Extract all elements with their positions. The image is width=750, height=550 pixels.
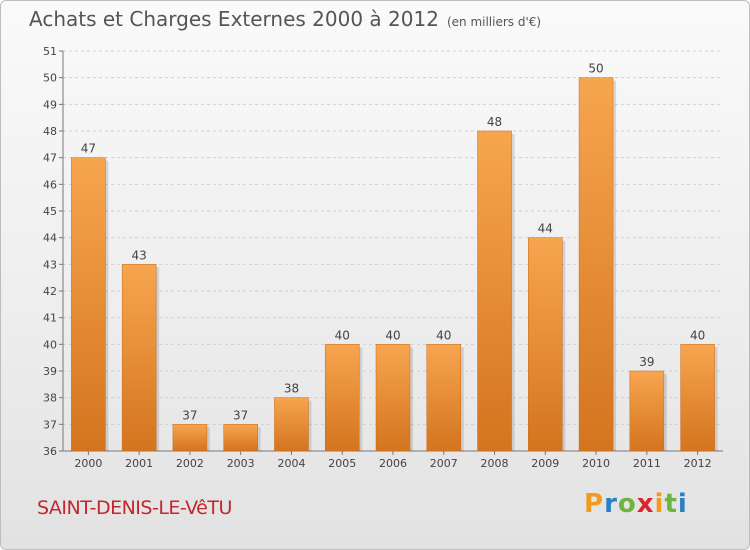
x-tick-label: 2005 [328, 457, 356, 470]
chart-subtitle: (en milliers d'€) [446, 15, 542, 29]
chart-title-text: Achats et Charges Externes 2000 à 2012 [29, 7, 439, 31]
x-tick-label: 2003 [227, 457, 255, 470]
x-tick-label: 2010 [582, 457, 610, 470]
data-label: 44 [538, 222, 553, 236]
bar-2003 [223, 424, 258, 452]
logo-letter: i [677, 489, 688, 519]
logo-letter: i [654, 489, 665, 519]
data-label: 50 [588, 62, 603, 76]
bar-2008 [477, 130, 512, 452]
data-label: 43 [132, 248, 147, 262]
x-tick-label: 2012 [684, 457, 712, 470]
data-label: 38 [284, 382, 299, 396]
logo-letter: r [604, 489, 618, 519]
bar-2011 [629, 370, 665, 452]
bar-2005 [324, 344, 360, 452]
data-label: 40 [690, 328, 705, 342]
bar-2002 [172, 424, 208, 452]
bar-2001 [121, 264, 157, 452]
bar-2004 [274, 397, 309, 452]
y-tick-label: 40 [43, 338, 57, 351]
logo-letter: x [636, 489, 655, 519]
bar-2007 [426, 344, 462, 452]
data-label: 48 [487, 115, 502, 129]
x-tick-label: 2007 [430, 457, 458, 470]
x-tick-label: 2002 [176, 457, 204, 470]
x-tick-label: 2001 [125, 457, 153, 470]
x-tick-label: 2000 [74, 457, 102, 470]
chart-title: Achats et Charges Externes 2000 à 2012 (e… [29, 7, 541, 31]
y-tick-label: 51 [43, 45, 57, 58]
y-tick-label: 49 [43, 98, 57, 111]
y-tick-label: 41 [43, 312, 57, 325]
bar-2009 [528, 237, 563, 452]
data-label: 37 [233, 408, 248, 422]
data-label: 40 [385, 328, 400, 342]
bar-2012 [680, 344, 715, 452]
y-tick-label: 39 [43, 365, 57, 378]
bar-2010 [578, 77, 614, 452]
data-label: 40 [335, 328, 350, 342]
x-tick-label: 2011 [633, 457, 661, 470]
x-tick-label: 2006 [379, 457, 407, 470]
y-tick-label: 47 [43, 152, 57, 165]
y-tick-label: 48 [43, 125, 57, 138]
x-tick-label: 2004 [277, 457, 305, 470]
labels: 36 37 38 39 40 41 42 43 44 45 46 47 48 49 50 51 47 2000 43… [43, 45, 712, 470]
x-tick-label: 2008 [481, 457, 509, 470]
bar-2006 [375, 344, 411, 452]
y-tick-label: 42 [43, 285, 57, 298]
y-tick-label: 46 [43, 178, 57, 191]
commune-name: SAINT-DENIS-LE-VêTU [37, 497, 232, 519]
y-tick-label: 36 [43, 445, 57, 458]
y-tick-label: 43 [43, 258, 57, 271]
y-tick-label: 50 [43, 72, 57, 85]
bars [71, 77, 718, 452]
data-label: 47 [81, 142, 96, 156]
logo-letter: t [664, 489, 678, 519]
data-label: 37 [182, 408, 197, 422]
logo-letter: P [584, 489, 605, 519]
logo-letter: o [617, 489, 637, 519]
data-label: 40 [436, 328, 451, 342]
y-tick-label: 44 [43, 232, 57, 245]
proxiti-logo: Proxiti [584, 489, 688, 519]
y-tick-label: 38 [43, 392, 57, 405]
bar-2000 [71, 157, 106, 452]
y-tick-label: 37 [43, 418, 57, 431]
x-tick-label: 2009 [531, 457, 559, 470]
data-label: 39 [639, 355, 654, 369]
y-tick-label: 45 [43, 205, 57, 218]
